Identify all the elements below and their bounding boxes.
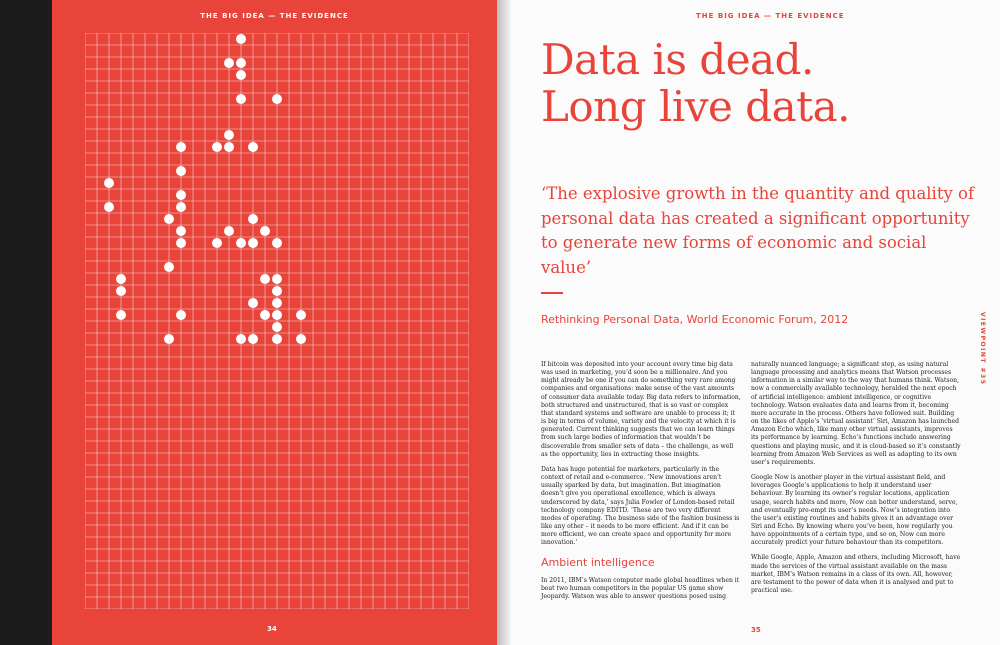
grid-dot — [248, 238, 258, 248]
grid-dot — [212, 142, 222, 152]
body-paragraph: In 2011, IBM’s Watson computer made glob… — [541, 576, 740, 600]
grid-dot — [272, 238, 282, 248]
body-column-2: naturally nuanced language; a significan… — [751, 361, 961, 602]
grid-dot — [164, 334, 174, 344]
grid-dot — [260, 310, 270, 320]
grid-dot — [272, 310, 282, 320]
grid-dot — [104, 202, 114, 212]
grid-dot — [176, 226, 186, 236]
grid-dot — [176, 190, 186, 200]
quote-attribution: Rethinking Personal Data, World Economic… — [541, 313, 849, 326]
section-subheading: Ambient intelligence — [541, 556, 655, 570]
grid-dot — [224, 142, 234, 152]
grid-dot — [236, 70, 246, 80]
headline-line-1: Data is dead. — [541, 35, 814, 84]
grid-dot — [260, 226, 270, 236]
grid-dot — [176, 238, 186, 248]
grid-dot — [176, 142, 186, 152]
left-running-head: THE BIG IDEA — THE EVIDENCE — [200, 12, 349, 20]
body-paragraph: naturally nuanced language; a significan… — [751, 361, 961, 466]
grid-dot — [248, 214, 258, 224]
right-page-number: 35 — [751, 626, 761, 634]
body-paragraph: Data has huge potential for marketers, p… — [541, 465, 740, 547]
grid-dot — [104, 178, 114, 188]
grid-dot — [236, 334, 246, 344]
grid-dot — [116, 286, 126, 296]
grid-dot — [176, 202, 186, 212]
grid-dot — [176, 310, 186, 320]
grid-dot — [224, 58, 234, 68]
grid-dot — [248, 298, 258, 308]
grid-dot — [224, 226, 234, 236]
left-page: THE BIG IDEA — THE EVIDENCE 34 — [52, 0, 497, 645]
grid-dot — [272, 286, 282, 296]
dot-grid-illustration — [85, 33, 469, 609]
grid-dot — [116, 274, 126, 284]
grid-dot — [224, 130, 234, 140]
headline: Data is dead. Long live data. — [541, 36, 961, 130]
grid-dot — [272, 334, 282, 344]
grid-dot — [164, 214, 174, 224]
body-column-1: If bitcoin was deposited into your accou… — [541, 361, 741, 608]
headline-line-2: Long live data. — [541, 82, 850, 131]
quote-divider — [541, 292, 563, 294]
grid-dot — [236, 238, 246, 248]
grid-dot — [236, 58, 246, 68]
grid-dot — [296, 334, 306, 344]
grid-dot — [272, 298, 282, 308]
right-running-head: THE BIG IDEA — THE EVIDENCE — [696, 12, 845, 20]
body-paragraph: If bitcoin was deposited into your accou… — [541, 361, 741, 458]
grid-dot — [236, 94, 246, 104]
grid-dot — [272, 274, 282, 284]
grid-dot — [176, 166, 186, 176]
left-page-number: 34 — [267, 625, 277, 633]
pull-quote: ‘The explosive growth in the quantity an… — [541, 184, 975, 277]
grid-dot — [296, 310, 306, 320]
grid-dot — [212, 238, 222, 248]
grid-dot — [248, 142, 258, 152]
spine-gutter — [497, 0, 511, 645]
grid-dot — [272, 94, 282, 104]
grid-dot — [260, 274, 270, 284]
grid-dot — [116, 310, 126, 320]
grid-dot — [236, 34, 246, 44]
body-paragraph: While Google, Apple, Amazon and others, … — [751, 554, 961, 595]
grid-dot — [272, 322, 282, 332]
right-page: THE BIG IDEA — THE EVIDENCE Data is dead… — [511, 0, 1000, 645]
grid-dot — [248, 334, 258, 344]
viewpoint-side-label: VIEWPOINT #35 — [979, 312, 986, 386]
grid-dot — [164, 262, 174, 272]
body-paragraph: Google Now is another player in the virt… — [751, 474, 958, 547]
